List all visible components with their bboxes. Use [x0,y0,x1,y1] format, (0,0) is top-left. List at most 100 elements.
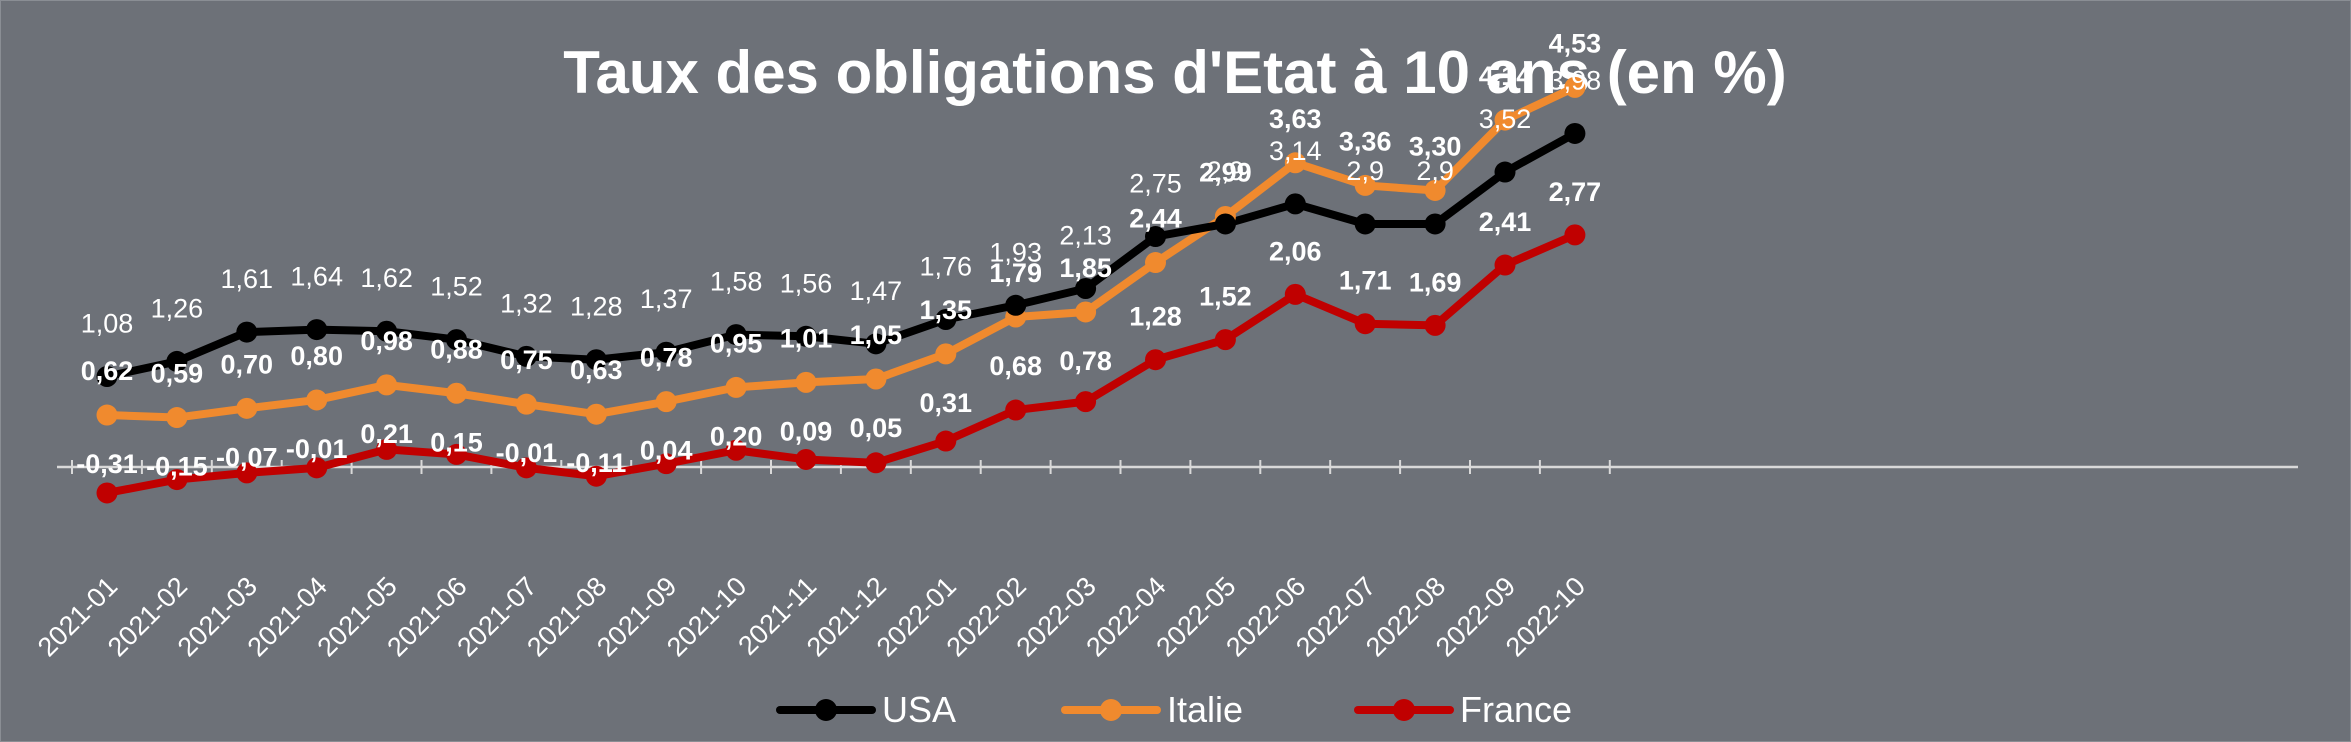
data-label-france: 0,05 [850,413,903,443]
point-usa [1075,278,1097,300]
point-france [376,438,398,460]
data-label-france: 2,41 [1479,207,1532,237]
data-label-usa: 1,52 [430,272,483,302]
point-france [1424,314,1446,336]
point-france [446,443,467,465]
data-label-usa: 1,76 [920,252,973,282]
point-france [795,448,817,470]
data-label-usa: 3,14 [1269,136,1322,166]
data-label-france: -0,15 [146,452,208,482]
point-italie [1284,152,1306,174]
data-label-usa: 1,64 [290,262,343,292]
data-label-france: 0,15 [430,427,483,457]
data-label-france: 0,68 [989,351,1042,381]
data-label-usa: 2,9 [1346,156,1384,186]
point-italie [306,389,328,411]
point-usa [725,324,747,346]
point-italie [236,397,258,419]
data-label-usa: 1,58 [710,267,763,297]
point-france [166,469,188,491]
data-label-usa: 1,56 [780,268,833,298]
data-label-france: -0,31 [76,449,138,479]
point-france [1354,313,1376,335]
data-label-italie: 2,44 [1129,204,1182,234]
point-italie [585,403,607,425]
point-italie [1564,76,1586,98]
data-labels: 1,08 1,26 1,61 1,64 1,62 1,52 1,32 1,28 1,37 1,58… [76,28,1601,481]
data-label-italie: 1,01 [780,323,833,353]
data-label-italie: 0,75 [500,345,553,375]
point-france [1214,329,1236,351]
data-label-italie: 0,98 [360,326,413,356]
data-label-france: -0,11 [566,448,626,478]
point-france [1564,224,1586,246]
point-france [96,482,118,504]
legend-label-france: France [1460,689,1572,730]
legend-marker-italie [1100,699,1122,721]
data-label-italie: 1,05 [850,320,903,350]
series-lines [103,83,1579,497]
point-italie [376,374,398,396]
data-label-france: 0,31 [920,388,973,418]
data-label-france: 1,52 [1199,282,1252,312]
point-france [1005,399,1027,421]
series-line-usa [103,129,1579,381]
point-usa [1424,213,1446,235]
data-label-usa: 3,52 [1479,104,1532,134]
data-label-usa: 2,9 [1416,156,1454,186]
data-label-italie: 0,70 [221,349,274,379]
data-label-france: 1,28 [1129,302,1182,332]
point-italie [1494,109,1516,131]
point-usa [1214,213,1236,235]
data-label-italie: 0,78 [640,343,693,373]
data-label-italie: 0,63 [570,355,623,385]
point-france [1284,283,1306,305]
point-france [935,430,957,452]
series-line-france [103,230,1579,497]
data-label-usa: 3,98 [1549,65,1602,95]
data-label-france: -0,01 [286,434,348,464]
point-usa [1354,213,1376,235]
data-label-usa: 1,28 [570,292,623,322]
point-usa [1145,226,1166,248]
data-label-france: 0,04 [640,436,693,466]
point-france [865,452,887,474]
data-label-france: -0,01 [496,438,558,468]
data-label-italie: 0,95 [710,328,763,358]
data-label-france: 0,20 [710,421,763,451]
point-france [585,465,607,487]
point-italie [725,376,747,398]
data-label-italie: 4,53 [1549,28,1602,58]
data-label-france: 0,78 [1059,346,1112,376]
series-markers [96,76,1586,504]
data-label-italie: 1,79 [989,258,1042,288]
point-italie [1354,174,1376,196]
point-italie [515,393,537,415]
point-usa [236,321,258,343]
legend-marker-usa [815,699,837,721]
data-label-france: 0,21 [360,419,413,449]
point-usa [1284,193,1306,215]
data-label-usa: 2,75 [1129,169,1182,199]
data-label-italie: 1,85 [1059,253,1112,283]
point-france [515,457,537,479]
point-usa [865,333,887,355]
data-label-italie: 3,30 [1409,131,1462,161]
point-usa [306,319,328,341]
data-label-italie: 4,14 [1479,61,1532,91]
point-usa [795,325,817,347]
chart-title: Taux des obligations d'Etat à 10 ans (en… [563,39,1786,106]
data-label-usa: 1,37 [640,284,693,314]
point-france [236,462,258,484]
point-france [306,457,328,479]
point-france [725,439,747,461]
point-usa [376,320,398,342]
point-italie [446,382,467,404]
data-label-usa: 1,32 [500,288,553,318]
point-usa [585,349,607,371]
point-usa [935,309,957,331]
point-italie [1145,252,1166,274]
point-usa [166,350,188,372]
